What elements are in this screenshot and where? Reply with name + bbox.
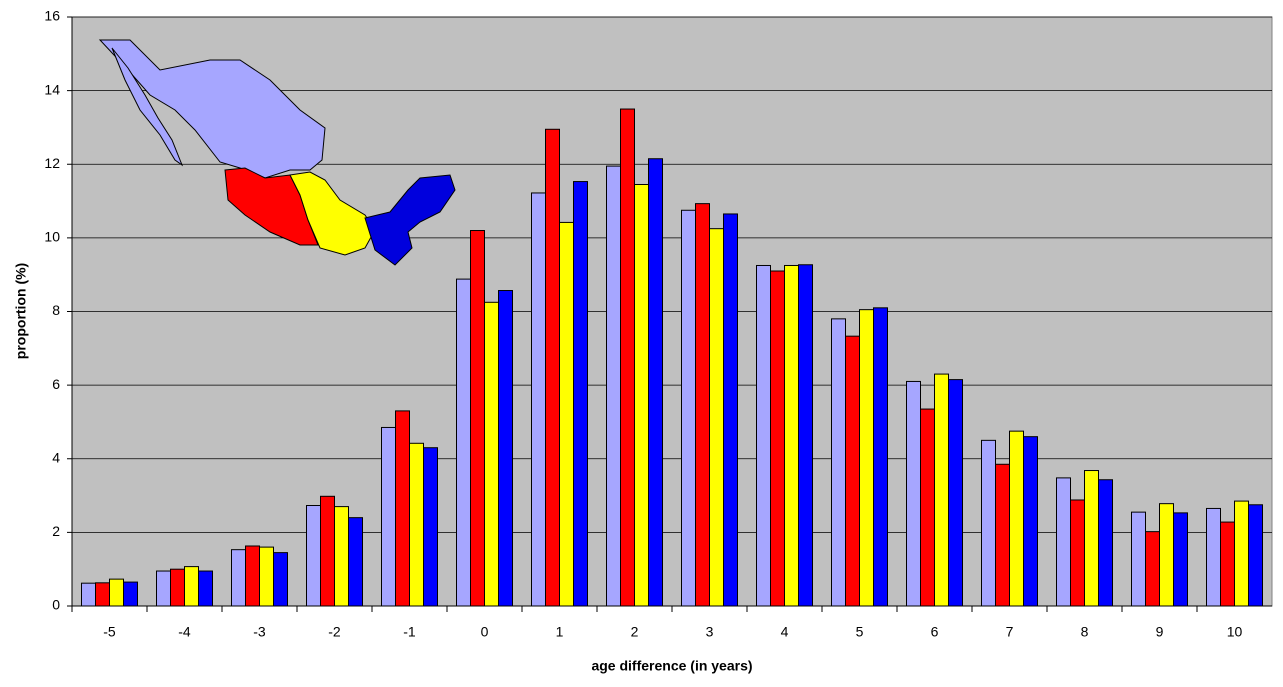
bar <box>381 426 396 607</box>
bar <box>198 570 213 607</box>
bar <box>531 192 546 607</box>
bar <box>498 290 513 607</box>
bar <box>573 181 588 607</box>
x-tick-label: 1 <box>556 624 564 640</box>
bar <box>1098 479 1113 607</box>
bar <box>948 379 963 607</box>
bar <box>1248 504 1263 607</box>
y-tick-label: 6 <box>52 376 60 392</box>
bar <box>723 213 738 607</box>
x-tick-label: 4 <box>781 624 789 640</box>
bar <box>1173 512 1188 607</box>
bar <box>484 301 499 607</box>
bar <box>259 546 274 607</box>
bar <box>709 228 724 607</box>
bar <box>859 309 874 607</box>
bar <box>1056 477 1071 607</box>
x-tick-label: -5 <box>103 624 116 640</box>
bar <box>423 447 438 607</box>
y-tick-label: 4 <box>52 449 60 465</box>
x-tick-label: -3 <box>253 624 266 640</box>
x-tick-label: 0 <box>481 624 489 640</box>
bar <box>1234 500 1249 607</box>
y-tick-label: 0 <box>52 597 60 613</box>
bar <box>95 582 110 607</box>
bar <box>306 505 321 607</box>
bar <box>831 318 846 607</box>
bar <box>1070 499 1085 607</box>
bar <box>798 264 813 607</box>
bar <box>981 439 996 607</box>
x-tick-label: -4 <box>178 624 191 640</box>
bar <box>409 442 424 607</box>
bar <box>545 128 560 607</box>
bar <box>470 230 485 607</box>
bar <box>559 221 574 607</box>
bar <box>845 335 860 607</box>
bar <box>606 165 621 607</box>
bar <box>109 578 124 607</box>
y-tick-label: 14 <box>44 81 60 97</box>
map <box>98 39 456 266</box>
y-tick-label: 10 <box>44 229 60 245</box>
bar <box>1084 470 1099 607</box>
x-tick-label: 7 <box>1006 624 1014 640</box>
bar <box>231 549 246 607</box>
bar <box>1206 507 1221 607</box>
x-tick-label: -2 <box>328 624 341 640</box>
bar <box>1220 521 1235 607</box>
bar <box>681 209 696 607</box>
bars <box>81 108 1263 607</box>
bar <box>123 581 138 607</box>
bar <box>756 264 771 607</box>
bar <box>648 158 663 607</box>
bar <box>245 545 260 607</box>
y-tick-label: 2 <box>52 523 60 539</box>
bar <box>320 495 335 607</box>
bar <box>170 568 185 607</box>
y-axis-label: proportion (%) <box>13 263 29 359</box>
x-tick-label: -1 <box>403 624 416 640</box>
bar <box>395 410 410 607</box>
y-tick-label: 12 <box>44 155 60 171</box>
y-tick-label: 16 <box>44 8 60 24</box>
x-axis-label: age difference (in years) <box>591 658 752 674</box>
bar <box>873 307 888 607</box>
x-tick-label: 9 <box>1156 624 1164 640</box>
y-tick-label: 8 <box>52 302 60 318</box>
bar <box>348 517 363 607</box>
bar <box>934 373 949 607</box>
bar <box>273 552 288 607</box>
bar <box>634 183 649 607</box>
bar <box>1009 430 1024 607</box>
bar <box>770 270 785 607</box>
x-tick-label: 10 <box>1227 624 1243 640</box>
bar <box>784 264 799 607</box>
bar <box>920 408 935 607</box>
x-tick-label: 5 <box>856 624 864 640</box>
bar <box>995 463 1010 607</box>
bar <box>1159 503 1174 607</box>
bar <box>156 570 171 607</box>
bar <box>906 380 921 607</box>
bar <box>1023 436 1038 607</box>
bar <box>81 582 96 607</box>
bar <box>695 203 710 607</box>
x-tick-label: 8 <box>1081 624 1089 640</box>
bar <box>620 108 635 607</box>
bar <box>1131 511 1146 607</box>
x-tick-label: 6 <box>931 624 939 640</box>
bar <box>1145 531 1160 607</box>
bar <box>456 278 471 607</box>
x-tick-label: 3 <box>706 624 714 640</box>
x-tick-label: 2 <box>631 624 639 640</box>
bar <box>334 506 349 607</box>
bar <box>184 566 199 607</box>
